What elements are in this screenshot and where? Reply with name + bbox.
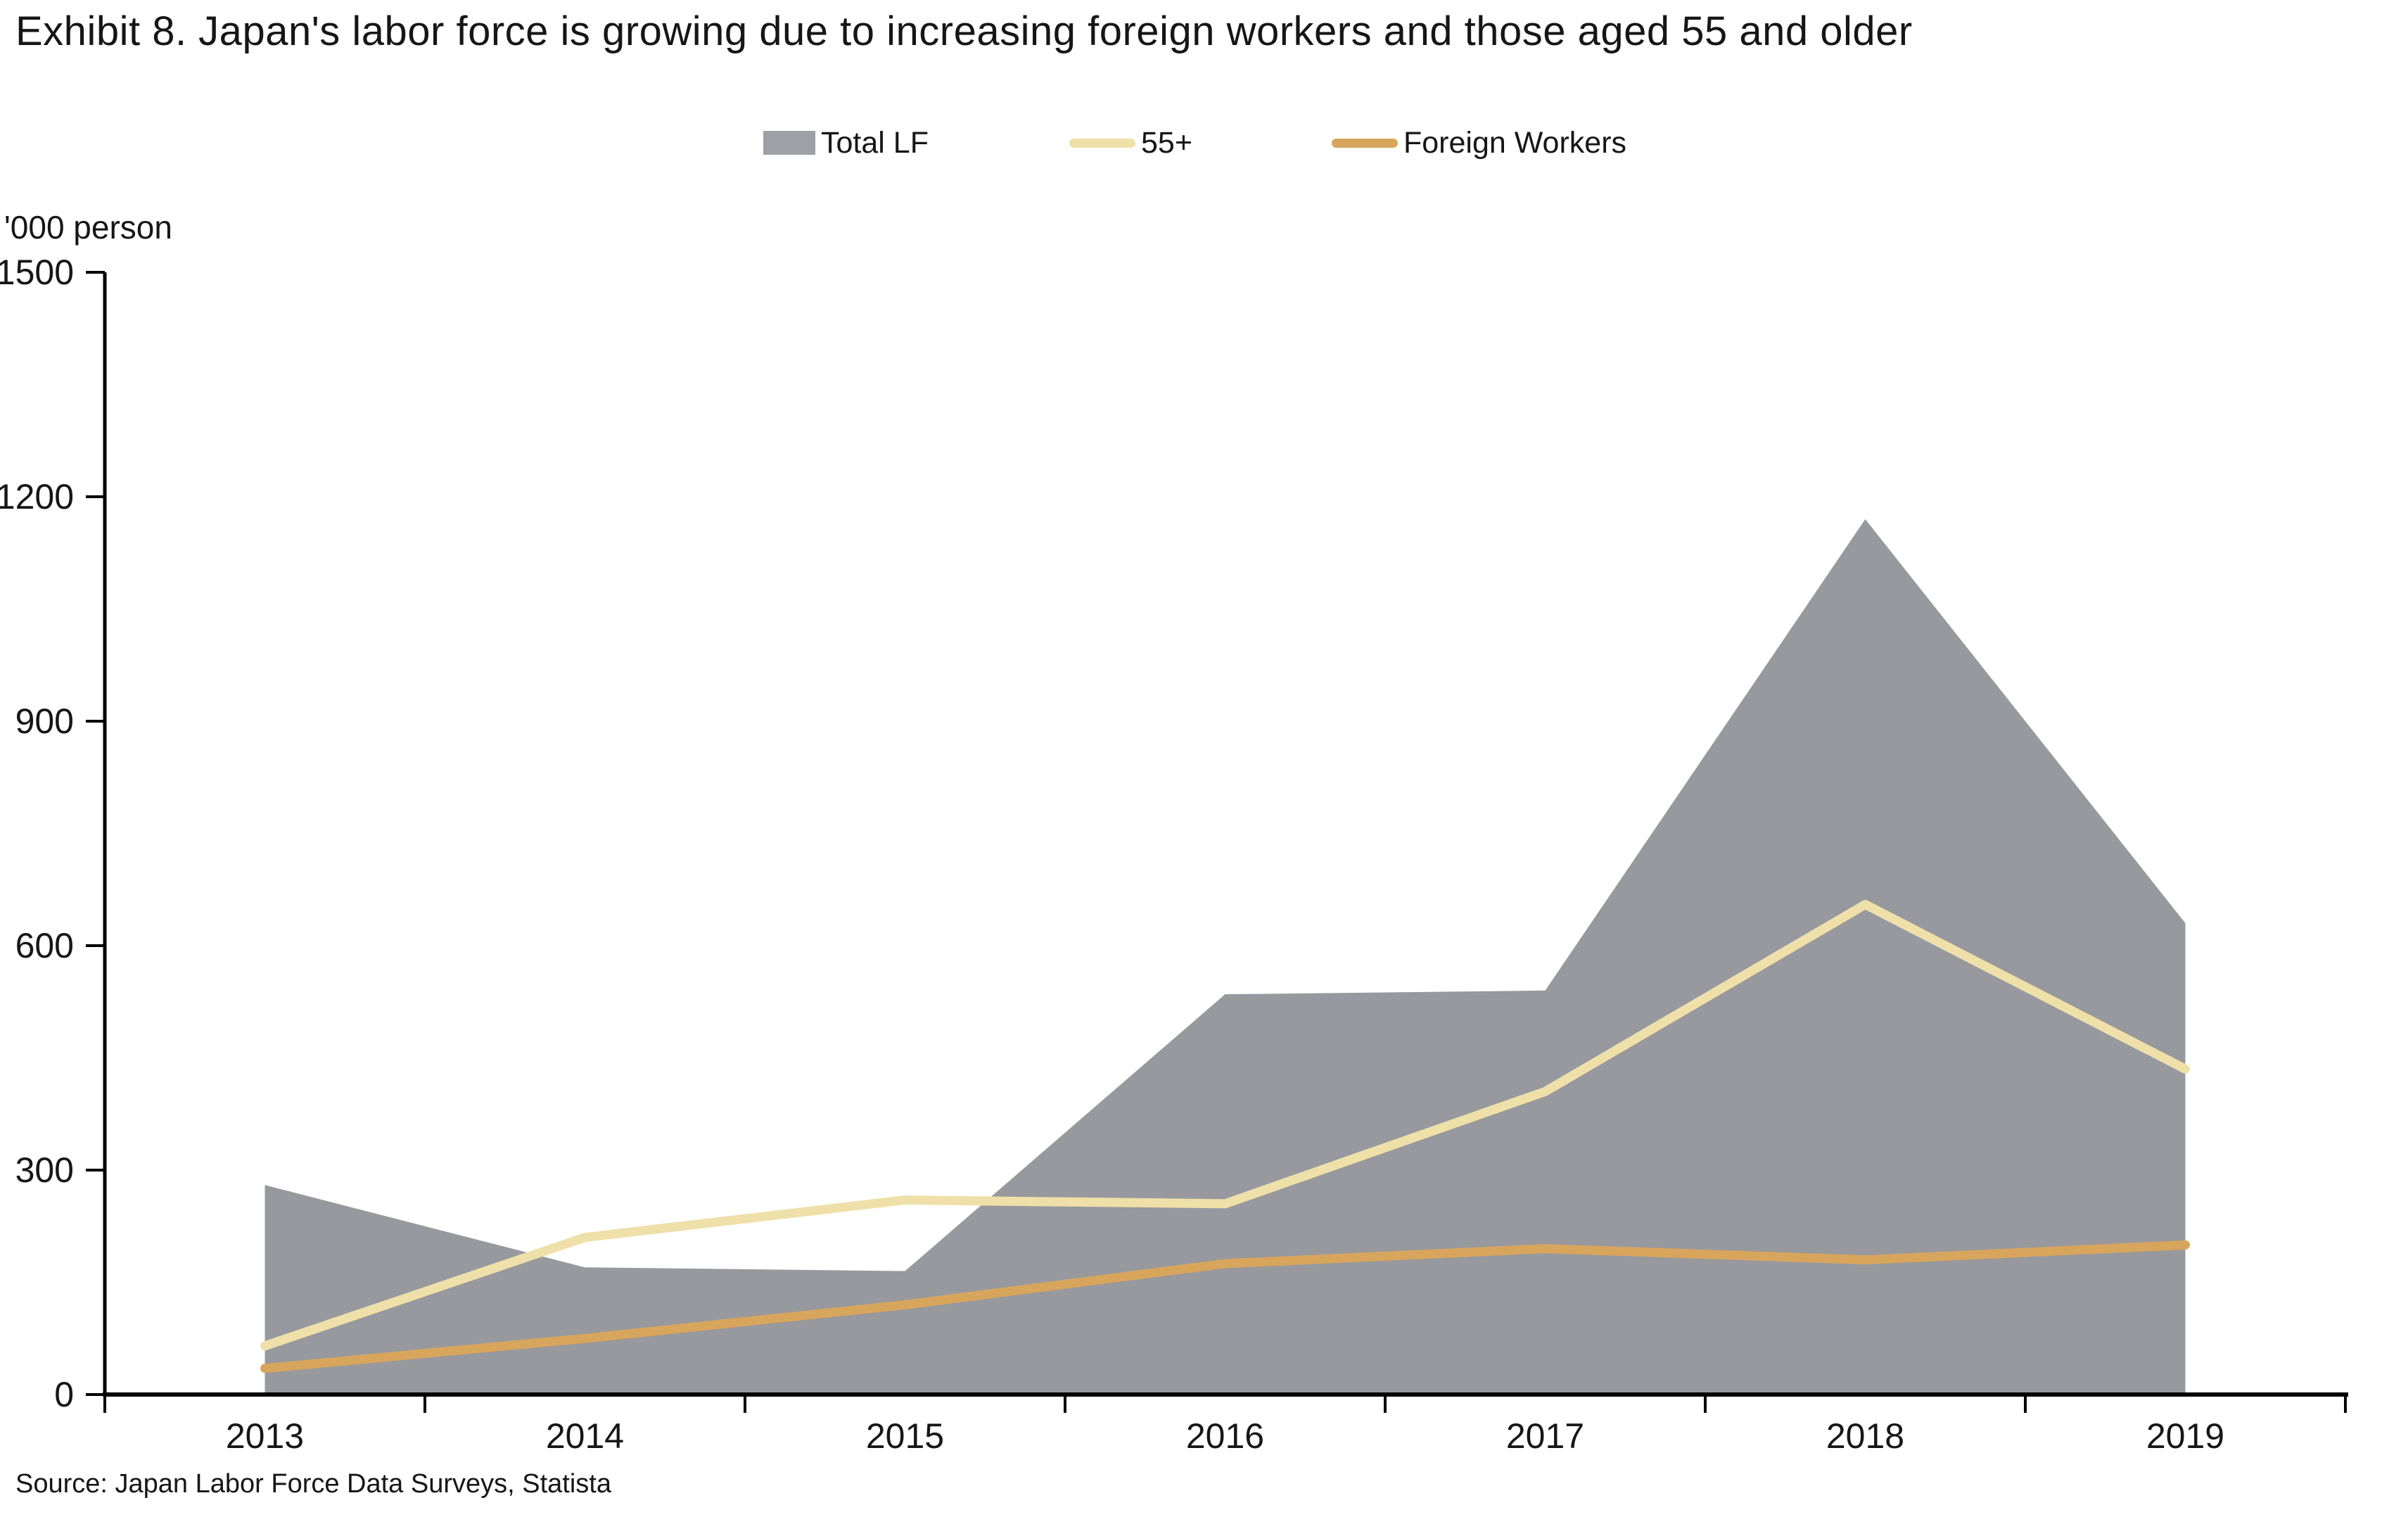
line-series-55- <box>260 900 2190 1351</box>
x-tick-label: 2014 <box>546 1416 624 1456</box>
legend-item-foreign-workers: Foreign Workers <box>1332 118 1626 167</box>
x-tick-label: 2019 <box>2146 1416 2224 1456</box>
legend-label-foreign-workers: Foreign Workers <box>1403 125 1627 160</box>
line-series-foreign-workers <box>260 1240 2190 1373</box>
y-axis-unit-label: '000 person <box>4 209 172 246</box>
x-tick-label: 2013 <box>226 1416 304 1456</box>
x-tick-label: 2016 <box>1186 1416 1264 1456</box>
legend-swatch-55plus <box>1069 138 1135 148</box>
y-tick-label: 1200 <box>0 477 74 516</box>
y-tick-label: 300 <box>15 1150 74 1190</box>
chart-title: Exhibit 8. Japan's labor force is growin… <box>15 8 1913 54</box>
y-tick-label: 0 <box>54 1375 74 1414</box>
legend-item-total-lf: Total LF <box>763 118 929 167</box>
x-tick-label: 2015 <box>866 1416 944 1456</box>
legend-item-55plus: 55+ <box>1069 118 1192 167</box>
y-tick-label: 1500 <box>0 253 74 292</box>
legend-label-total-lf: Total LF <box>821 125 929 160</box>
x-tick-label: 2018 <box>1826 1416 1904 1456</box>
x-tick-label: 2017 <box>1506 1416 1584 1456</box>
legend-swatch-foreign-workers <box>1332 138 1398 148</box>
area-series-total-lf <box>265 519 2186 1395</box>
legend-label-55plus: 55+ <box>1141 125 1192 160</box>
legend-swatch-total-lf <box>763 131 815 155</box>
y-tick-label: 600 <box>15 926 74 965</box>
source-note: Source: Japan Labor Force Data Surveys, … <box>15 1469 611 1499</box>
legend: Total LF 55+ Foreign Workers <box>0 118 2408 167</box>
y-tick-label: 900 <box>15 701 74 741</box>
